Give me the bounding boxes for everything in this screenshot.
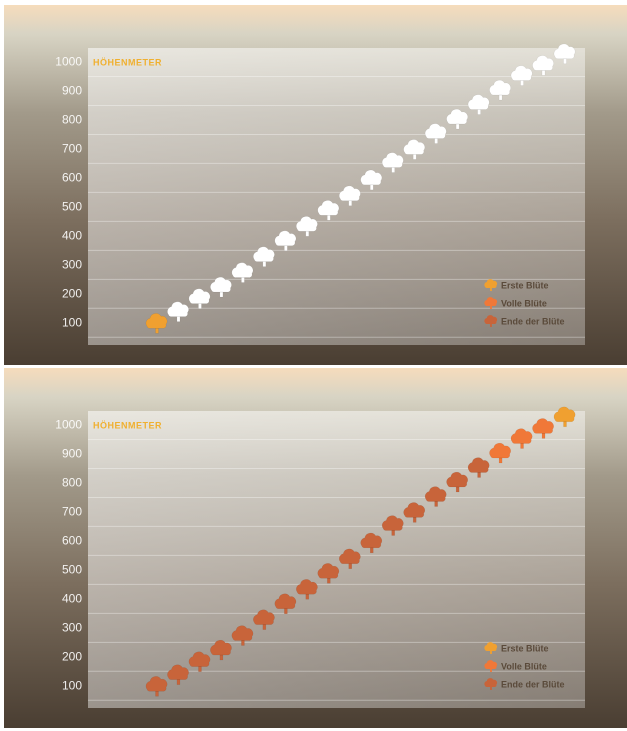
tree-marker bbox=[167, 664, 189, 685]
chart-panel: 100 200 300 400 500 600 700 800 900 1000 HÖHENMETE… bbox=[4, 5, 627, 365]
tree-marker bbox=[424, 486, 447, 507]
y-tick-label: 800 bbox=[62, 113, 82, 127]
y-tick-label: 300 bbox=[62, 257, 82, 271]
tree-marker bbox=[532, 418, 554, 439]
tree-marker bbox=[446, 108, 468, 130]
legend-label: Volle Blüte bbox=[501, 298, 547, 308]
legend-icon bbox=[484, 315, 498, 327]
tree-marker bbox=[338, 185, 361, 207]
tree-marker bbox=[510, 428, 533, 449]
tree-marker bbox=[360, 169, 383, 191]
y-tick-label: 100 bbox=[62, 678, 82, 692]
tree-marker bbox=[403, 502, 426, 523]
tree-marker bbox=[167, 301, 189, 322]
y-tick-label: 100 bbox=[62, 315, 82, 329]
tree-marker bbox=[424, 123, 447, 144]
tree-marker bbox=[296, 579, 318, 600]
tree-marker bbox=[188, 651, 211, 672]
tree-marker bbox=[532, 55, 554, 76]
tree-marker bbox=[317, 563, 340, 584]
y-tick-label: 400 bbox=[62, 592, 82, 606]
legend-icon bbox=[484, 297, 498, 309]
tree-marker bbox=[510, 65, 533, 86]
tree-marker bbox=[381, 152, 404, 173]
y-tick-label: 400 bbox=[62, 229, 82, 243]
y-tick-label: 800 bbox=[62, 476, 82, 490]
tree-marker bbox=[188, 288, 211, 309]
tree-marker bbox=[210, 639, 232, 661]
legend-icon bbox=[484, 279, 498, 291]
tree-marker bbox=[489, 442, 511, 464]
plot-area bbox=[88, 48, 585, 345]
chart-title: HÖHENMETER bbox=[93, 57, 162, 67]
tree-marker bbox=[403, 139, 426, 160]
tree-marker bbox=[210, 276, 232, 298]
y-tick-label: 200 bbox=[62, 286, 82, 300]
tree-marker bbox=[231, 262, 254, 283]
tree-marker bbox=[274, 230, 297, 251]
chart-panel: 100 200 300 400 500 600 700 800 900 1000 HÖHENMETE… bbox=[4, 368, 627, 728]
tree-marker bbox=[231, 625, 254, 646]
tree-marker bbox=[338, 548, 361, 570]
y-tick-label: 600 bbox=[62, 534, 82, 548]
tree-marker bbox=[553, 43, 576, 65]
tree-marker bbox=[145, 676, 168, 697]
y-tick-label: 300 bbox=[62, 620, 82, 634]
tree-marker bbox=[446, 471, 468, 493]
tree-marker bbox=[253, 246, 275, 267]
legend-icon bbox=[484, 660, 498, 672]
tree-marker bbox=[489, 79, 511, 101]
legend-label: Ende der Blüte bbox=[501, 316, 565, 326]
y-tick-label: 900 bbox=[62, 84, 82, 98]
legend-icon bbox=[484, 678, 498, 690]
y-tick-label: 700 bbox=[62, 505, 82, 519]
tree-marker bbox=[317, 200, 340, 221]
legend-icon bbox=[484, 642, 498, 654]
tree-marker bbox=[145, 313, 168, 334]
y-tick-label: 200 bbox=[62, 649, 82, 663]
tree-marker bbox=[296, 216, 318, 237]
y-tick-label: 500 bbox=[62, 563, 82, 577]
tree-marker bbox=[553, 406, 576, 428]
tree-marker bbox=[467, 94, 490, 115]
tree-marker bbox=[274, 593, 297, 614]
legend-label: Ende der Blüte bbox=[501, 679, 565, 689]
tree-marker bbox=[360, 532, 383, 554]
tree-marker bbox=[381, 515, 404, 536]
y-tick-label: 1000 bbox=[55, 418, 82, 432]
tree-marker bbox=[253, 609, 275, 630]
y-tick-label: 700 bbox=[62, 142, 82, 156]
legend-label: Volle Blüte bbox=[501, 661, 547, 671]
legend-label: Erste Blüte bbox=[501, 280, 549, 290]
chart-title: HÖHENMETER bbox=[93, 420, 162, 430]
plot-area bbox=[88, 411, 585, 708]
legend-label: Erste Blüte bbox=[501, 643, 549, 653]
tree-marker bbox=[467, 457, 490, 478]
y-tick-label: 500 bbox=[62, 200, 82, 214]
y-tick-label: 900 bbox=[62, 447, 82, 461]
y-tick-label: 1000 bbox=[55, 55, 82, 69]
y-tick-label: 600 bbox=[62, 171, 82, 185]
